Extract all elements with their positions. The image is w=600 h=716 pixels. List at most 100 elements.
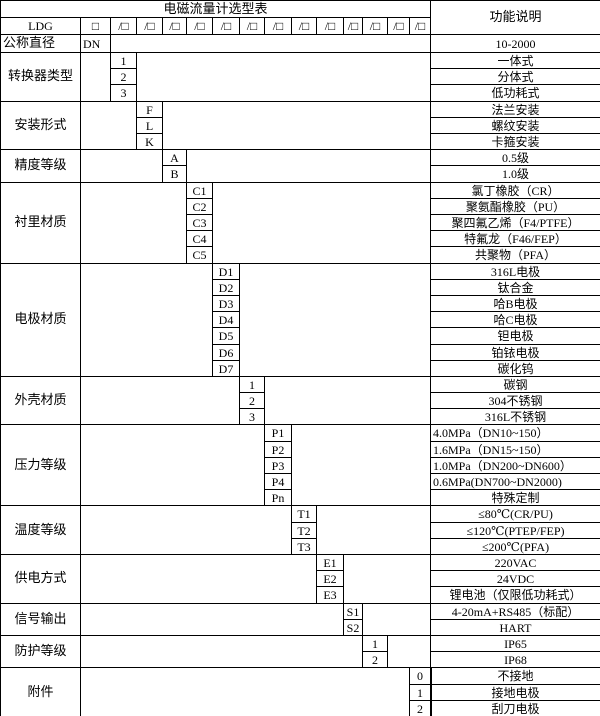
code-cell: E3 [317,587,344,604]
description-cell: 1.0MPa（DN200~DN600） [431,458,600,474]
code-cell: S1 [344,604,363,620]
description-cell: 聚四氟乙烯（F4/PTFE） [431,215,600,231]
code-cell: C2 [187,199,213,215]
description-cell: 316L不锈钢 [431,409,600,425]
blank-cell [213,182,431,264]
code-cell: D4 [213,312,240,328]
section-label: 附件 [1,668,81,716]
description-cell: 共聚物（PFA） [431,247,600,264]
model-slot: /□ [137,18,163,35]
section-label: 衬里材质 [1,182,81,264]
description-cell: 0.6MPa(DN700~DN2000) [431,474,600,490]
code-cell: C5 [187,247,213,264]
blank-cell [292,425,431,507]
blank-cell [265,376,431,426]
description-cell: 特殊定制 [431,490,600,506]
model-slot: /□ [187,18,213,35]
section-label: 外壳材质 [1,376,81,426]
description-cell: 法兰安装 [431,102,600,118]
description-cell: 4.0MPa（DN10~150） [431,425,600,442]
code-cell: 0 [410,668,431,685]
code-cell: 1 [240,377,265,393]
description-cell: 低功耗式 [431,85,600,102]
code-cell: P2 [265,442,292,458]
description-cell: 1.0级 [431,166,600,183]
function-heading: 功能说明 [431,1,600,35]
model-prefix: LDG [1,18,81,35]
code-cell: 2 [240,393,265,409]
model-slot: /□ [292,18,317,35]
blank-cell [388,636,431,669]
blank-cell [344,555,431,604]
blank-cell [81,101,137,151]
code-cell: 3 [111,85,137,102]
description-cell: 刮刀电极 [431,701,600,716]
blank-cell [81,182,187,264]
model-slot: /□ [240,18,265,35]
code-cell: K [137,134,163,150]
code-cell: T2 [292,523,317,539]
description-cell: 螺纹安装 [431,118,600,134]
code-cell: A [163,150,187,166]
section-label: 安装形式 [1,101,81,151]
description-cell: 锂电池（仅限低功耗式） [431,587,600,604]
description-cell: ≤80℃(CR/PU) [431,506,600,523]
section-label: 转换器类型 [1,53,81,102]
blank-cell [81,425,265,507]
description-cell: 1.6MPa（DN15~150） [431,442,600,458]
description-cell: 钛合金 [431,280,600,296]
description-cell: IP68 [431,652,600,668]
code-cell: 3 [240,409,265,425]
model-slot: /□ [213,18,240,35]
code-cell: T1 [292,506,317,523]
description-cell: 304不锈钢 [431,393,600,409]
code-cell: D1 [213,264,240,280]
code-cell: D3 [213,296,240,312]
code-cell: D6 [213,345,240,361]
description-cell: 特氟龙（F46/FEP） [431,231,600,247]
model-slot: /□ [344,18,363,35]
description-cell: 220VAC [431,555,600,571]
description-cell: 铂铱电极 [431,345,600,361]
description-cell: 钽电极 [431,328,600,345]
description-cell: ≤200℃(PFA) [431,539,600,555]
section-label: 压力等级 [1,425,81,507]
model-slot: /□ [265,18,292,35]
code-cell: T3 [292,539,317,555]
description-cell: 聚氨酯橡胶（PU） [431,199,600,215]
model-slot: /□ [388,18,410,35]
code-cell: 2 [111,69,137,85]
code-cell: Pn [265,490,292,506]
blank-cell [81,636,363,669]
code-cell: P1 [265,425,292,442]
model-slot: /□ [410,18,431,35]
description-cell: 0.5级 [431,150,600,166]
description-cell: HART [431,620,600,636]
blank-cell [81,555,317,604]
code-cell: P4 [265,474,292,490]
blank-cell [137,53,431,102]
blank-cell [81,263,213,377]
section-label: 供电方式 [1,555,81,604]
model-slot: □ [81,18,111,35]
model-slot: /□ [363,18,388,35]
description-cell: 24VDC [431,571,600,587]
description-cell: 一体式 [431,53,600,69]
blank-cell [163,101,431,151]
description-cell: 卡箍安装 [431,134,600,150]
description-cell: 碳钢 [431,377,600,393]
code-cell: C4 [187,231,213,247]
blank-cell [187,150,431,183]
model-slot: /□ [317,18,344,35]
blank-cell [317,506,431,556]
description-cell: 4-20mA+RS485（标配） [431,604,600,620]
blank-cell [81,668,410,716]
description-cell: 哈C电极 [431,312,600,328]
code-cell: E1 [317,555,344,571]
code-cell: L [137,118,163,134]
description-cell: 不接地 [431,668,600,685]
blank-cell [240,263,431,377]
section-label: 防护等级 [1,636,81,669]
blank-cell [363,603,431,636]
model-slot: /□ [111,18,137,35]
